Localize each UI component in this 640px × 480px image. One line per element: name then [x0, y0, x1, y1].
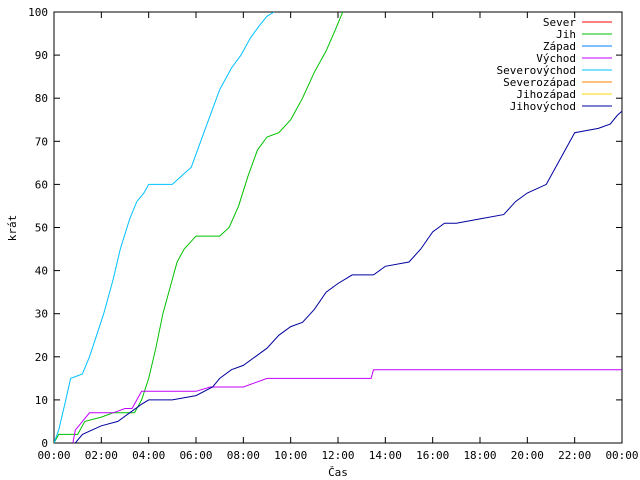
- y-tick-label: 80: [35, 92, 48, 105]
- y-tick-label: 70: [35, 135, 48, 148]
- series-line-1: [54, 12, 344, 443]
- series-lines: [54, 12, 622, 443]
- x-tick-label: 04:00: [132, 449, 165, 462]
- axis-ticks: 0 10 20 30 40 50 60 70 80 90 100 00:00 02:00 04:00 06:…: [28, 6, 638, 462]
- x-tick-label: 06:00: [179, 449, 212, 462]
- legend-label: Severovýchod: [497, 64, 576, 77]
- series-line-7: [74, 110, 622, 443]
- series-line-4: [54, 12, 275, 443]
- legend-label: Jih: [556, 28, 576, 41]
- x-tick-label: 16:00: [416, 449, 449, 462]
- y-tick-label: 60: [35, 178, 48, 191]
- x-axis-label: Čas: [328, 466, 348, 479]
- legend-label: Sever: [543, 16, 576, 29]
- y-tick-label: 40: [35, 265, 48, 278]
- x-tick-label: 14:00: [369, 449, 402, 462]
- legend-label: Jihovýchod: [510, 100, 576, 113]
- x-tick-label: 08:00: [227, 449, 260, 462]
- y-tick-label: 100: [28, 6, 48, 19]
- x-tick-label: 12:00: [321, 449, 354, 462]
- x-tick-label: 02:00: [85, 449, 118, 462]
- legend: SeverJihZápadVýchodSeverovýchodSeverozáp…: [497, 16, 612, 113]
- x-tick-label: 22:00: [558, 449, 591, 462]
- y-tick-label: 30: [35, 308, 48, 321]
- legend-label: Východ: [536, 52, 576, 65]
- y-axis-label: krát: [6, 215, 19, 242]
- legend-label: Západ: [543, 40, 576, 53]
- x-tick-label: 00:00: [37, 449, 70, 462]
- x-tick-label: 20:00: [511, 449, 544, 462]
- x-tick-label: 00:00: [605, 449, 638, 462]
- x-tick-label: 10:00: [274, 449, 307, 462]
- legend-label: Severozápad: [503, 76, 576, 89]
- y-tick-label: 10: [35, 394, 48, 407]
- y-tick-label: 50: [35, 222, 48, 235]
- y-tick-label: 0: [41, 437, 48, 450]
- y-tick-label: 20: [35, 351, 48, 364]
- x-tick-label: 18:00: [463, 449, 496, 462]
- legend-label: Jihozápad: [516, 88, 576, 101]
- series-line-3: [72, 369, 622, 443]
- y-tick-label: 90: [35, 49, 48, 62]
